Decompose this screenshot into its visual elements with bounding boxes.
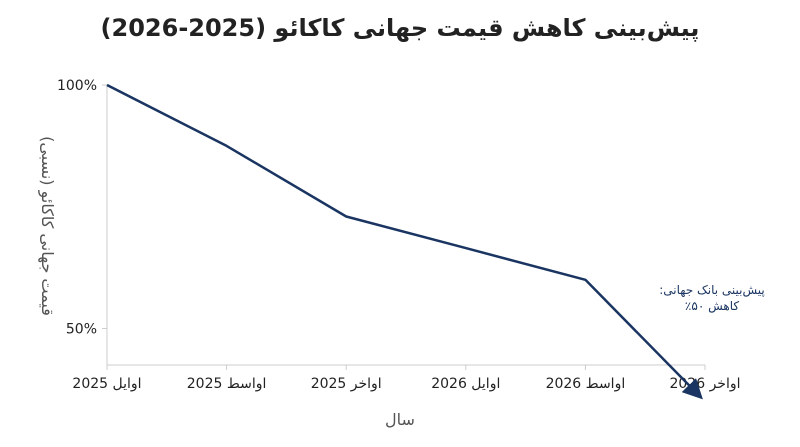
axes: [106, 85, 705, 366]
y-tick-label: 100%: [57, 78, 97, 94]
y-ticks: 100% 50%: [57, 78, 107, 337]
x-tick-label: اوایل 2026: [431, 376, 500, 392]
annotation-line-2: کاهش ۵۰٪: [685, 299, 739, 314]
x-tick-label: اواسط 2025: [187, 376, 267, 392]
x-tick-label: اوایل 2025: [72, 376, 141, 392]
chart-title: پیش‌بینی کاهش قیمت جهانی کاکائو (2025-20…: [101, 14, 700, 42]
x-tick-label: اواسط 2026: [546, 376, 626, 392]
x-ticks: اوایل 2025 اواسط 2025 اواخر 2025 اوایل 2026…: [72, 365, 741, 392]
x-axis-title: سال: [385, 410, 415, 429]
x-tick-label: اواخر 2025: [311, 376, 382, 392]
annotation: پیش‌بینی بانک جهانی: کاهش ۵۰٪: [659, 283, 765, 314]
x-tick-label: اواخر 2026: [669, 376, 740, 392]
series-line: [106, 83, 703, 400]
y-axis-title: قیمت جهانی کاکائو (نسبی): [37, 136, 57, 316]
annotation-line-1: پیش‌بینی بانک جهانی:: [659, 283, 765, 298]
y-tick-label: 50%: [66, 321, 97, 337]
